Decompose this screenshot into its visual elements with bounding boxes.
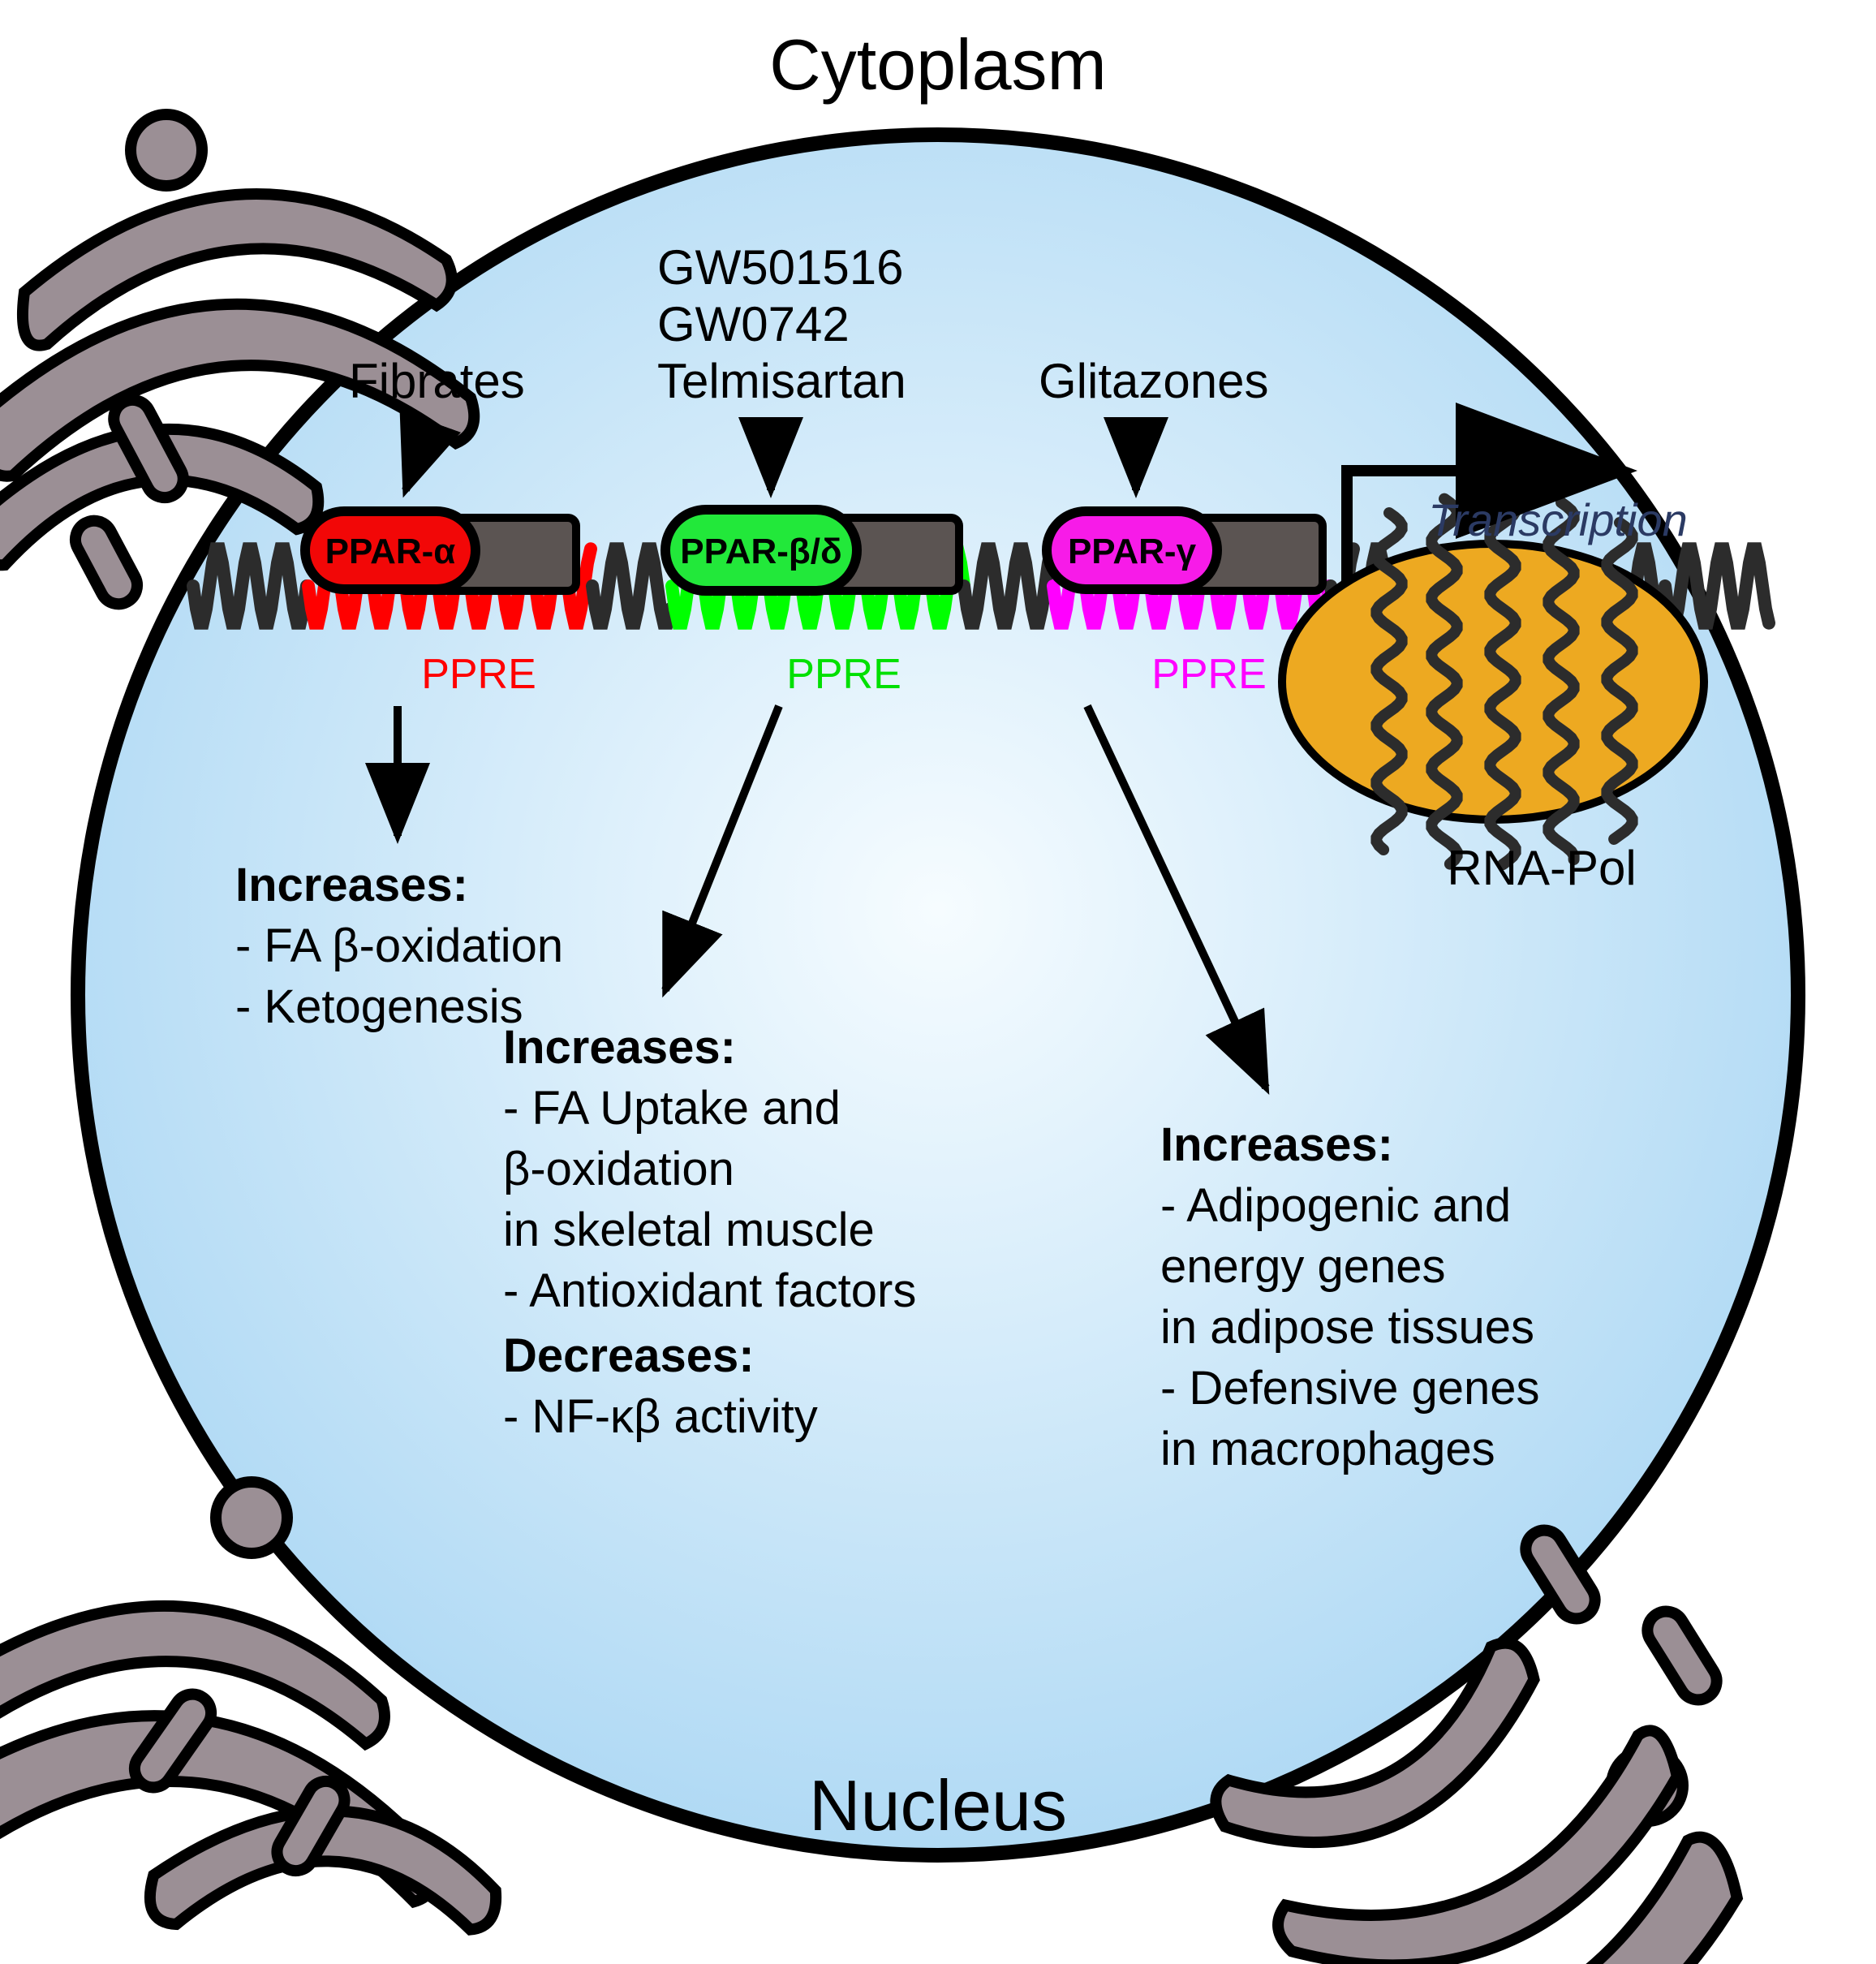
ppre-beta: PPRE	[786, 651, 901, 698]
effects-gamma-inc-4: in macrophages	[1160, 1423, 1495, 1475]
drug-beta-1: GW0742	[657, 297, 850, 351]
effects-gamma-inc-head: Increases:	[1160, 1118, 1393, 1171]
transcription-label: Transcription	[1428, 494, 1688, 545]
nucleus-label: Nucleus	[809, 1765, 1067, 1846]
effects-beta-inc-2: in skeletal muscle	[503, 1204, 875, 1256]
drug-beta-0: GW501516	[657, 240, 904, 295]
receptor-gamma-label: PPAR-γ	[1068, 532, 1197, 571]
effects-gamma-inc-3: - Defensive genes	[1160, 1362, 1539, 1415]
drug-beta-2: Telmisartan	[657, 354, 906, 408]
receptor-beta-label: PPAR-β/δ	[680, 532, 841, 571]
rna-pol-label: RNA-Pol	[1447, 841, 1636, 895]
ppre-alpha: PPRE	[421, 651, 536, 698]
effects-alpha-inc-1: - Ketogenesis	[235, 980, 523, 1033]
effects-alpha-inc-0: - FA β-oxidation	[235, 920, 563, 972]
effects-beta-dec-head: Decreases:	[503, 1329, 755, 1382]
drug-gamma-0: Glitazones	[1039, 354, 1268, 408]
drug-alpha-0: Fibrates	[349, 354, 525, 408]
effects-alpha-inc-head: Increases:	[235, 859, 468, 911]
effects-beta-inc-3: - Antioxidant factors	[503, 1264, 916, 1317]
effects-beta-inc-0: - FA Uptake and	[503, 1082, 841, 1135]
effects-beta-inc-head: Increases:	[503, 1021, 736, 1074]
cytoplasm-label: Cytoplasm	[769, 24, 1107, 105]
effects-gamma-inc-1: energy genes	[1160, 1240, 1445, 1293]
receptor-alpha-label: PPAR-α	[325, 532, 456, 571]
effects-gamma-inc-0: - Adipogenic and	[1160, 1179, 1511, 1232]
effects-gamma-inc-2: in adipose tissues	[1160, 1301, 1534, 1354]
effects-beta-dec-0: - NF-κβ activity	[503, 1390, 818, 1443]
ppre-gamma: PPRE	[1151, 651, 1267, 698]
effects-beta-inc-1: β-oxidation	[503, 1143, 734, 1195]
